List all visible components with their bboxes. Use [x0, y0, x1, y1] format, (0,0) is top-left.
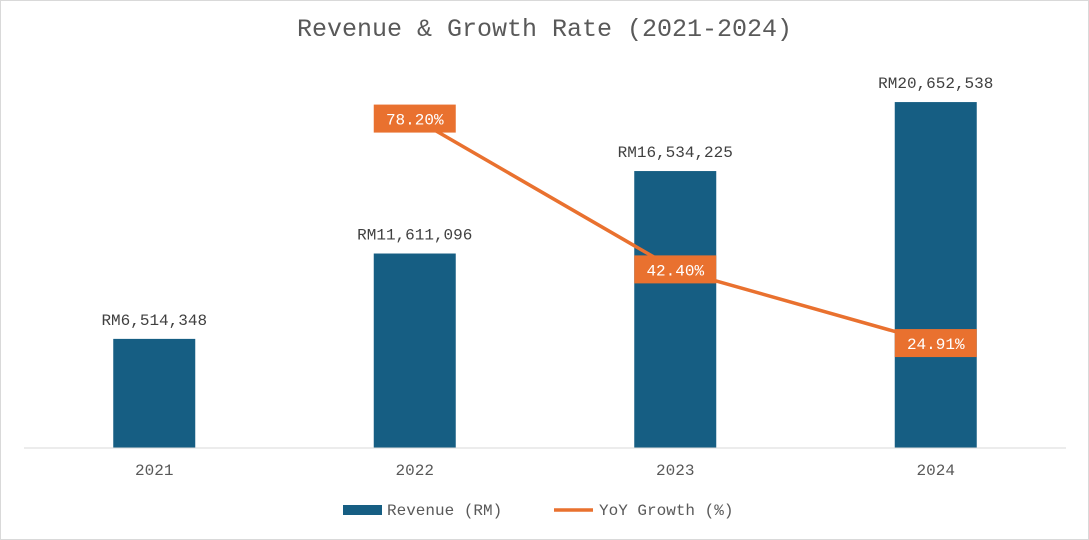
x-tick-label: 2023 — [656, 462, 694, 480]
revenue-data-label: RM6,514,348 — [101, 312, 207, 330]
growth-data-label: 42.40% — [646, 262, 704, 280]
revenue-bar-2022 — [373, 253, 456, 448]
growth-data-labels: 78.20% 42.40% 24.91% — [373, 104, 977, 358]
revenue-bar-2024 — [894, 102, 977, 448]
growth-data-label: 78.20% — [386, 112, 444, 130]
legend-swatch-revenue — [343, 505, 382, 515]
legend: Revenue (RM) YoY Growth (%) — [343, 502, 733, 520]
legend-label-revenue: Revenue (RM) — [387, 502, 502, 520]
x-tick-labels: 2021 2022 2023 2024 — [135, 462, 955, 480]
x-tick-label: 2022 — [396, 462, 434, 480]
revenue-bar-2023 — [634, 171, 717, 448]
growth-label-box — [894, 329, 977, 358]
growth-data-label: 24.91% — [907, 336, 965, 354]
growth-label-box — [634, 255, 717, 284]
revenue-data-label: RM16,534,225 — [618, 144, 733, 162]
x-tick-label: 2024 — [917, 462, 955, 480]
chart-title: Revenue & Growth Rate (2021-2024) — [296, 15, 793, 44]
x-tick-label: 2021 — [135, 462, 173, 480]
legend-label-growth: YoY Growth (%) — [599, 502, 733, 520]
revenue-bar-2021 — [113, 338, 196, 448]
bars-group — [113, 102, 977, 448]
revenue-data-label: RM11,611,096 — [357, 227, 472, 245]
growth-label-box — [373, 104, 456, 133]
bar-data-labels: RM6,514,348 RM11,611,096 RM16,534,225 RM20,… — [101, 75, 993, 330]
revenue-data-label: RM20,652,538 — [878, 75, 993, 93]
